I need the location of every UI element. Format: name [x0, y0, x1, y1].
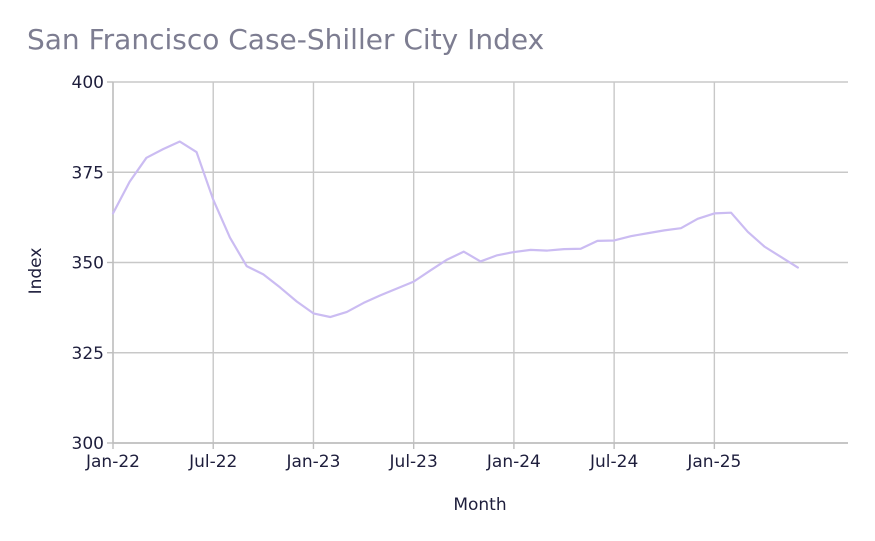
data-point — [178, 140, 182, 144]
y-tick-label: 350 — [72, 254, 104, 274]
data-point — [595, 239, 599, 243]
data-point — [378, 293, 382, 297]
data-point — [144, 156, 148, 160]
chart-title: San Francisco Case-Shiller City Index — [27, 23, 544, 56]
data-point — [462, 250, 466, 254]
data-point — [445, 258, 449, 262]
x-axis-title: Month — [453, 495, 506, 515]
data-point — [579, 247, 583, 251]
x-tick-label: Jan-22 — [85, 452, 140, 472]
data-point — [412, 280, 416, 284]
y-tick-label: 300 — [72, 434, 104, 454]
grid — [107, 81, 848, 449]
data-point — [662, 228, 666, 232]
data-point — [612, 238, 616, 242]
series-layer — [111, 140, 800, 319]
data-point — [428, 268, 432, 272]
series-line — [111, 140, 799, 319]
data-point — [696, 217, 700, 221]
data-point — [161, 147, 165, 151]
data-point — [562, 247, 566, 251]
data-point — [128, 180, 132, 184]
x-tick-label: Jan-25 — [686, 452, 741, 472]
data-point — [211, 198, 215, 202]
x-tick-label: Jul-22 — [188, 452, 237, 472]
y-tick-label: 400 — [72, 73, 104, 93]
x-axis-ticks: Jan-22 Jul-22 Jan-23 Jul-23 Jan-24 Jul-24 Jan-… — [85, 452, 741, 472]
y-tick-label: 325 — [72, 344, 104, 364]
data-point — [512, 250, 516, 254]
data-point — [261, 272, 265, 276]
data-point — [796, 266, 800, 270]
y-axis-ticks: 300 325 350 375 400 — [72, 73, 104, 454]
data-point — [545, 249, 549, 253]
data-point — [529, 248, 533, 252]
data-point — [779, 255, 783, 259]
x-tick-label: Jul-24 — [589, 452, 638, 472]
y-axis-title: Index — [26, 248, 46, 295]
data-point — [495, 253, 499, 257]
data-point — [746, 230, 750, 234]
data-point — [328, 315, 332, 319]
data-point — [311, 311, 315, 315]
data-point — [712, 211, 716, 215]
data-point — [111, 211, 115, 215]
data-point — [762, 245, 766, 249]
data-point — [729, 211, 733, 215]
data-point — [395, 286, 399, 290]
data-point — [362, 301, 366, 305]
x-tick-label: Jan-24 — [486, 452, 541, 472]
data-point — [646, 231, 650, 235]
data-point — [345, 310, 349, 314]
x-tick-label: Jan-23 — [285, 452, 340, 472]
data-point — [278, 285, 282, 289]
data-point — [479, 259, 483, 263]
data-point — [629, 234, 633, 238]
data-point — [295, 299, 299, 303]
data-point — [245, 264, 249, 268]
data-point — [195, 150, 199, 154]
data-point — [679, 226, 683, 230]
y-tick-label: 375 — [72, 163, 104, 183]
data-point — [228, 236, 232, 240]
x-tick-label: Jul-23 — [389, 452, 438, 472]
